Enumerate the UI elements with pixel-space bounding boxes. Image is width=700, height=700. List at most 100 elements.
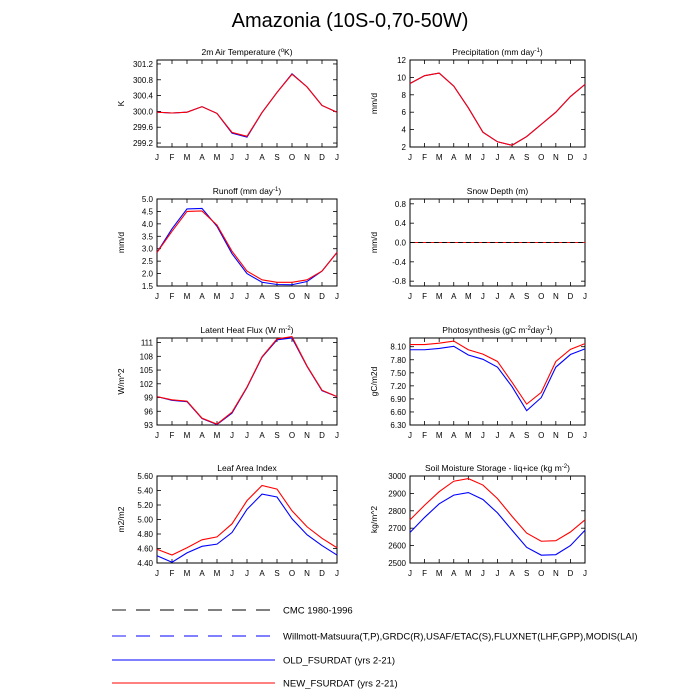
x-tick-label: A — [199, 292, 205, 301]
x-tick-label: S — [274, 569, 279, 578]
x-tick-label: N — [304, 292, 310, 301]
x-tick-label: J — [335, 431, 339, 440]
legend-label: NEW_FSURDAT (yrs 2-21) — [283, 679, 398, 690]
x-tick-label: D — [319, 153, 325, 162]
plot-frame — [409, 337, 586, 426]
x-tick-label: M — [436, 431, 443, 440]
plot-frame — [156, 59, 338, 148]
page-title: Amazonia (10S-0,70-50W) — [231, 10, 469, 32]
legend-label: CMC 1980-1996 — [283, 606, 353, 617]
panel-title: Latent Heat Flux (W m-2) — [200, 325, 293, 335]
x-tick-label: J — [230, 292, 234, 301]
x-tick-label: A — [259, 431, 265, 440]
x-tick-label: M — [465, 431, 472, 440]
series-line-old — [410, 345, 586, 412]
series-line-new — [156, 210, 338, 283]
x-tick-label: J — [155, 569, 159, 578]
y-tick-label: 7.80 — [390, 356, 406, 365]
y-tick-label: 8 — [402, 91, 407, 100]
y-tick-label: 6 — [402, 108, 407, 117]
x-tick-label: M — [436, 292, 443, 301]
series-line-old — [409, 491, 586, 556]
plot-frame — [156, 475, 338, 564]
y-tick-label: 6.90 — [390, 395, 406, 404]
x-tick-label: O — [538, 153, 544, 162]
x-tick-label: J — [245, 153, 249, 162]
x-tick-label: D — [568, 569, 574, 578]
x-tick-label: A — [259, 153, 265, 162]
y-tick-label: 4.0 — [142, 220, 154, 229]
x-tick-label: J — [408, 569, 412, 578]
y-tick-label: 10 — [397, 73, 406, 82]
x-tick-label: S — [524, 431, 529, 440]
legend-item: Willmott-Matsuura(T,P),GRDC(R),USAF/ETAC… — [112, 632, 638, 643]
y-tick-label: 4.40 — [137, 559, 153, 568]
x-tick-label: M — [465, 569, 472, 578]
x-tick-label: A — [509, 292, 515, 301]
y-tick-label: 99 — [144, 394, 153, 403]
x-tick-label: O — [538, 292, 544, 301]
x-tick-label: D — [319, 569, 325, 578]
x-tick-label: J — [335, 292, 339, 301]
x-tick-label: M — [184, 431, 191, 440]
x-tick-label: S — [274, 153, 279, 162]
y-tick-label: 6.60 — [390, 408, 406, 417]
x-tick-label: J — [155, 292, 159, 301]
y-tick-label: 301.2 — [133, 60, 154, 69]
legend-item: NEW_FSURDAT (yrs 2-21) — [112, 679, 398, 690]
panel-title: Photosynthesis (gC m-2day-1) — [442, 325, 553, 335]
x-tick-label: A — [451, 153, 457, 162]
x-tick-label: N — [553, 153, 559, 162]
y-tick-label: 5.40 — [137, 487, 153, 496]
x-tick-label: D — [568, 292, 574, 301]
x-tick-label: M — [465, 153, 472, 162]
y-tick-label: 3.0 — [142, 245, 154, 254]
x-tick-label: N — [304, 153, 310, 162]
y-tick-label: 0.0 — [395, 239, 407, 248]
x-tick-label: O — [538, 569, 544, 578]
x-tick-label: J — [335, 153, 339, 162]
y-tick-label: 2900 — [388, 489, 406, 498]
legend-label: Willmott-Matsuura(T,P),GRDC(R),USAF/ETAC… — [283, 632, 638, 643]
y-tick-label: -0.4 — [392, 258, 406, 267]
x-tick-label: J — [245, 569, 249, 578]
x-tick-label: A — [451, 431, 457, 440]
series-line-old — [156, 337, 338, 426]
x-tick-label: A — [451, 569, 457, 578]
y-tick-label: 7.50 — [390, 369, 406, 378]
y-tick-label: 2.5 — [142, 257, 154, 266]
x-tick-label: J — [335, 569, 339, 578]
x-tick-label: J — [496, 153, 500, 162]
y-tick-label: 6.30 — [390, 421, 406, 430]
y-tick-label: 5.00 — [137, 516, 153, 525]
series-line-new — [156, 336, 338, 425]
y-tick-label: 2600 — [388, 542, 406, 551]
x-tick-label: S — [274, 292, 279, 301]
x-tick-label: A — [451, 292, 457, 301]
x-tick-label: J — [496, 431, 500, 440]
y-tick-label: 5.20 — [137, 501, 153, 510]
x-tick-label: O — [538, 431, 544, 440]
chart-panel: 2m Air Temperature (oK) 299.2 299.6 300.0 30… — [116, 47, 339, 162]
x-tick-label: N — [304, 431, 310, 440]
y-tick-label: 12 — [397, 56, 406, 65]
x-tick-label: N — [553, 431, 559, 440]
x-tick-label: A — [509, 153, 515, 162]
x-tick-label: D — [319, 292, 325, 301]
y-tick-label: 2700 — [388, 524, 406, 533]
x-tick-label: J — [496, 569, 500, 578]
y-tick-label: 2.0 — [142, 270, 154, 279]
y-tick-label: 5.0 — [142, 195, 154, 204]
x-tick-label: F — [422, 431, 427, 440]
x-tick-label: M — [436, 153, 443, 162]
y-tick-label: 3000 — [388, 472, 406, 481]
x-tick-label: A — [259, 569, 265, 578]
plot-frame — [156, 337, 338, 426]
x-tick-label: J — [245, 292, 249, 301]
series-line-new — [409, 72, 586, 146]
y-tick-label: 102 — [140, 380, 154, 389]
plot-frame — [409, 475, 586, 564]
x-tick-label: J — [245, 431, 249, 440]
